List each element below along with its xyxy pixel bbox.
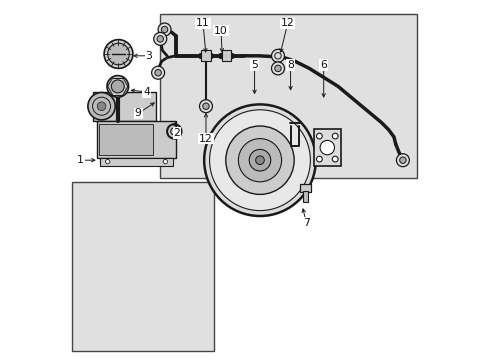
Circle shape [238,139,281,182]
Circle shape [107,76,128,97]
Circle shape [332,133,337,139]
Text: 2: 2 [173,128,180,138]
Circle shape [320,140,334,155]
Text: 4: 4 [143,87,150,97]
Circle shape [111,80,124,93]
Bar [303,191,307,202]
Circle shape [157,36,163,42]
Circle shape [209,110,310,211]
Circle shape [199,100,212,113]
Text: 6: 6 [320,60,326,70]
Circle shape [255,156,264,165]
Bar [222,50,231,62]
Circle shape [161,26,167,33]
Circle shape [105,159,110,164]
Text: 5: 5 [251,60,258,70]
Bar [97,121,176,158]
Text: 12: 12 [280,18,294,28]
Text: 3: 3 [145,51,152,61]
Circle shape [316,156,322,162]
Bar [201,50,210,62]
Circle shape [225,126,294,194]
Text: 8: 8 [286,60,293,70]
Circle shape [396,154,408,167]
Text: 1: 1 [77,155,84,165]
Circle shape [158,23,171,36]
Circle shape [151,66,164,79]
Circle shape [104,40,133,68]
Bar [99,124,152,155]
Circle shape [107,43,129,65]
Circle shape [163,159,167,164]
Circle shape [399,157,406,163]
Circle shape [249,149,270,171]
Circle shape [274,65,281,72]
Bar [300,184,310,192]
Circle shape [155,69,161,76]
Circle shape [271,62,284,75]
Bar [101,158,172,166]
Bar [93,92,156,121]
Bar [160,14,416,178]
Circle shape [204,104,315,216]
Text: 7: 7 [303,218,309,228]
Text: 10: 10 [214,26,227,36]
Circle shape [153,32,166,45]
Text: 9: 9 [135,108,142,118]
Circle shape [271,49,284,62]
Text: 11: 11 [196,18,209,28]
Bar [313,129,340,166]
Circle shape [97,102,106,111]
Circle shape [203,103,209,109]
Text: 12: 12 [199,134,212,144]
Circle shape [88,93,115,120]
Bar [72,182,213,351]
Circle shape [316,133,322,139]
Circle shape [332,156,337,162]
